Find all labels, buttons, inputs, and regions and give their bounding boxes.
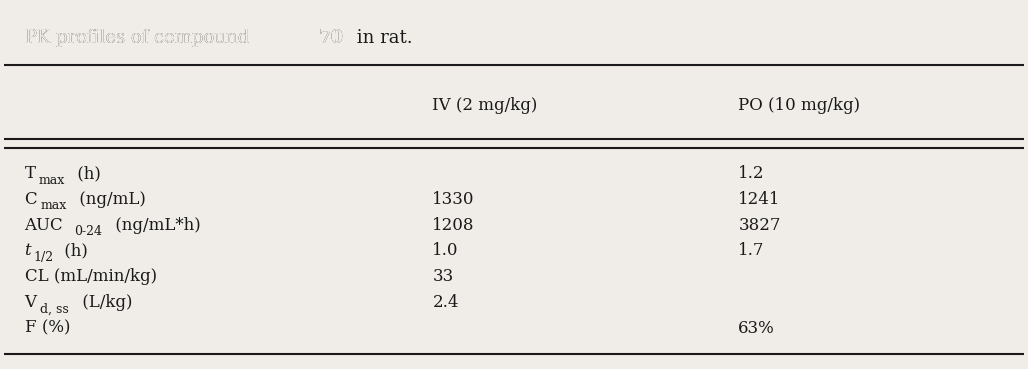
Text: PK profiles of compound: PK profiles of compound	[25, 30, 255, 47]
Text: CL (mL/min/kg): CL (mL/min/kg)	[25, 268, 156, 285]
Text: 33: 33	[433, 268, 453, 285]
Text: T: T	[25, 165, 36, 182]
Text: t: t	[25, 242, 31, 259]
Text: 1.2: 1.2	[738, 165, 765, 182]
Text: F (%): F (%)	[25, 320, 70, 337]
Text: C: C	[25, 191, 37, 208]
Text: 3827: 3827	[738, 217, 781, 234]
Text: 1330: 1330	[433, 191, 475, 208]
Text: (ng/mL*h): (ng/mL*h)	[110, 217, 200, 234]
Text: 1241: 1241	[738, 191, 781, 208]
Text: in rat.: in rat.	[352, 30, 412, 47]
Text: (h): (h)	[72, 165, 101, 182]
Text: 63%: 63%	[738, 320, 775, 337]
Text: d, ss: d, ss	[40, 303, 69, 315]
Text: 70: 70	[319, 30, 344, 47]
Text: (h): (h)	[59, 242, 87, 259]
Text: PO (10 mg/kg): PO (10 mg/kg)	[738, 97, 860, 114]
Text: V: V	[25, 294, 37, 311]
Text: (L/kg): (L/kg)	[77, 294, 133, 311]
Text: 1.0: 1.0	[433, 242, 458, 259]
Text: max: max	[41, 199, 67, 213]
Text: 1/2: 1/2	[33, 251, 53, 264]
Text: IV (2 mg/kg): IV (2 mg/kg)	[433, 97, 538, 114]
Text: PK profiles of compound: PK profiles of compound	[25, 30, 255, 47]
Text: AUC: AUC	[25, 217, 63, 234]
Text: 2.4: 2.4	[433, 294, 458, 311]
Text: 1.7: 1.7	[738, 242, 765, 259]
Text: max: max	[39, 174, 65, 187]
Text: 70: 70	[319, 30, 344, 47]
Text: (ng/mL): (ng/mL)	[74, 191, 146, 208]
Text: 0-24: 0-24	[74, 225, 102, 238]
Text: 1208: 1208	[433, 217, 475, 234]
